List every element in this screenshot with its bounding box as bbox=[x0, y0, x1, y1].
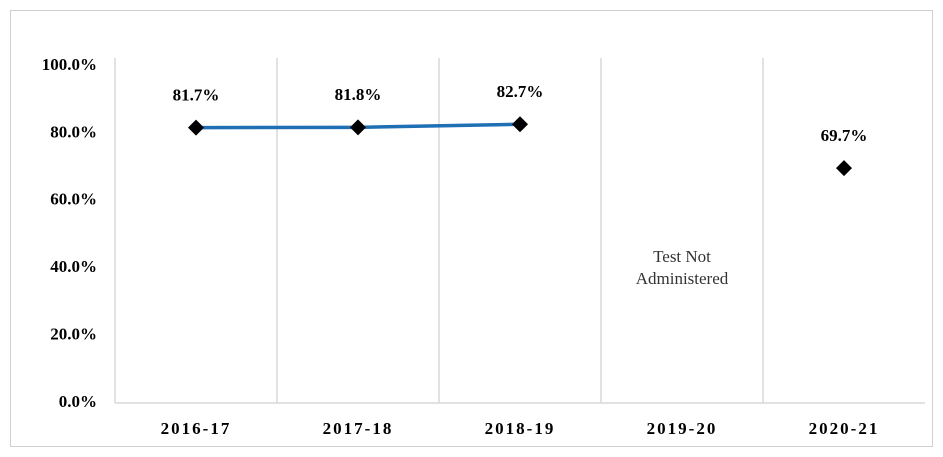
y-tick-label: 60.0% bbox=[50, 190, 97, 209]
data-label: 81.7% bbox=[173, 86, 220, 105]
data-label: 81.8% bbox=[335, 85, 382, 104]
marker bbox=[512, 116, 528, 133]
data-label: 69.7% bbox=[821, 126, 868, 145]
annotation-box: Test Not Administered bbox=[635, 247, 729, 289]
y-tick-label: 80.0% bbox=[50, 122, 97, 141]
chart-frame bbox=[10, 10, 933, 447]
y-tick-label: 20.0% bbox=[50, 325, 97, 344]
marker bbox=[836, 160, 852, 177]
x-tick-label: 2017-18 bbox=[323, 419, 394, 438]
x-tick-label: 2018-19 bbox=[485, 419, 556, 438]
y-tick-label: 0.0% bbox=[59, 392, 97, 411]
x-tick-label: 2016-17 bbox=[161, 419, 232, 438]
annotation: Test Not Administered bbox=[635, 247, 729, 289]
marker bbox=[188, 119, 204, 136]
x-tick-label: 2019-20 bbox=[647, 419, 718, 438]
data-label: 82.7% bbox=[497, 82, 544, 101]
marker bbox=[350, 119, 366, 136]
y-tick-label: 40.0% bbox=[50, 257, 97, 276]
x-tick-label: 2020-21 bbox=[809, 419, 880, 438]
y-tick-label: 100.0% bbox=[42, 55, 97, 74]
